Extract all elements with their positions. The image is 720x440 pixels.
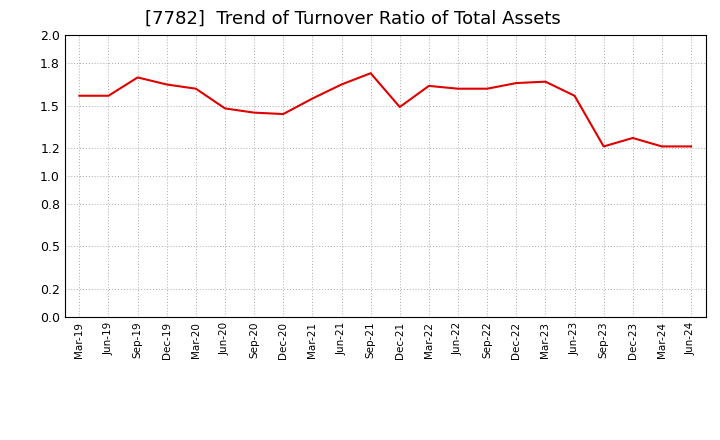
- Title: [7782]  Trend of Turnover Ratio of Total Assets: [7782] Trend of Turnover Ratio of Total …: [145, 10, 561, 28]
